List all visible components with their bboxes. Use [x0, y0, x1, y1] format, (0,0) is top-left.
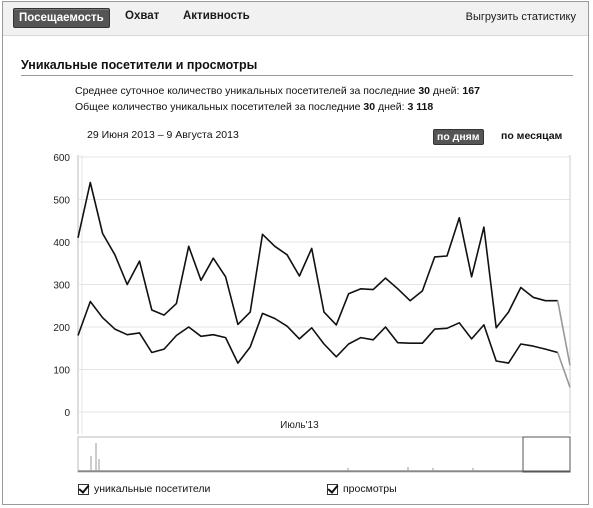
grid-layer [77, 155, 571, 434]
y-tick-label: 100 [53, 366, 70, 377]
range-navigator[interactable] [77, 436, 571, 473]
section-divider [21, 75, 573, 76]
views-checkbox[interactable] [327, 483, 338, 495]
y-tick-label: 400 [53, 238, 70, 249]
x-tick-label: Июль'13 [280, 420, 319, 431]
section-title: Уникальные посетители и просмотры [21, 58, 258, 72]
y-tick-label: 600 [53, 153, 70, 164]
series-line-faded [556, 352, 571, 388]
by-day-button[interactable]: по дням [433, 129, 484, 145]
series-line [77, 300, 558, 364]
y-tick-label: 300 [53, 281, 70, 292]
tab-attendance[interactable]: Посещаемость [13, 8, 110, 28]
line-chart: 0 100 200 300 400 500 600 Июль'13 [53, 153, 571, 473]
series-line [77, 181, 558, 329]
legend-views[interactable]: просмотры [327, 483, 397, 495]
navigator-selection [522, 436, 571, 473]
y-axis: 0 100 200 300 400 500 600 Июль'13 [53, 153, 319, 431]
tab-activity[interactable]: Активность [183, 10, 250, 22]
y-tick-label: 200 [53, 323, 70, 334]
navigator-frame [77, 436, 571, 473]
avg-daily-stat: Среднее суточное количество уникальных п… [75, 85, 480, 97]
avg-daily-value: 167 [462, 85, 480, 97]
total-unique-value: 3 118 [407, 101, 434, 113]
total-unique-stat: Общее количество уникальных посетителей … [75, 101, 434, 113]
tabs-bar: Посещаемость Охват Активность Выгрузить … [3, 2, 588, 36]
y-tick-label: 0 [64, 408, 70, 419]
export-stats-link[interactable]: Выгрузить статистику [465, 11, 576, 23]
tab-reach[interactable]: Охват [125, 10, 160, 22]
date-range: 29 Июня 2013 – 9 Августа 2013 [87, 129, 239, 141]
legend-unique-visitors[interactable]: уникальные посетители [78, 483, 210, 495]
y-tick-label: 500 [53, 196, 70, 207]
unique-visitors-checkbox[interactable] [78, 483, 89, 495]
by-month-button[interactable]: по месяцам [501, 130, 563, 142]
series-line-faded [556, 300, 571, 366]
series-layer [77, 181, 571, 388]
